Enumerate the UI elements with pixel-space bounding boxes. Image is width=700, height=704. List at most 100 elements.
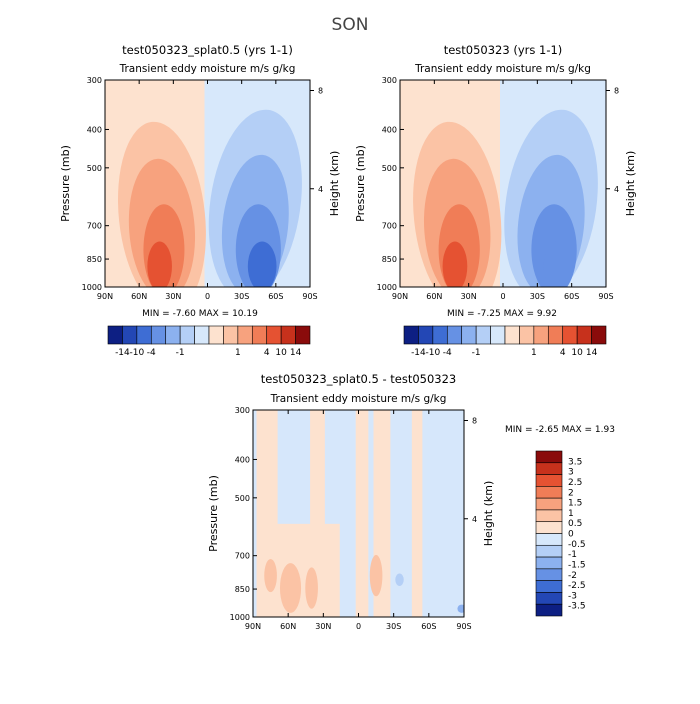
colorbar-label: 4 [560,348,566,358]
colorbar-swatch [295,325,311,345]
x-tick-label: 90N [97,292,113,301]
height-tick-label: 4 [472,515,477,524]
colorbar-label: -14 [115,348,130,358]
figure-title: SON [332,15,369,35]
colorbar-swatch [179,325,195,345]
colorbar-label: 10 [571,348,583,358]
diff-pos-core-4 [369,554,383,597]
height-tick-label: 4 [614,185,619,194]
y-axis-label: Pressure (mb) [59,145,72,222]
colorbar-swatch [208,325,224,345]
colorbar-label: -4 [443,348,452,358]
colorbar-swatch [535,580,563,593]
colorbar-swatch [562,325,578,345]
x-tick-label: 60N [426,292,442,301]
diff-positive-band-3 [355,410,369,617]
y-tick-label: 500 [87,164,102,173]
y-tick-label: 500 [382,164,397,173]
colorbar-label: 1 [235,348,241,358]
y-tick-label: 1000 [230,613,250,622]
colorbar-swatch [432,325,448,345]
y-tick-label: 850 [87,255,102,264]
colorbar-swatch [535,568,563,581]
colorbar-label: 1 [531,348,537,358]
colorbar-label: -1.5 [568,560,586,570]
colorbar-swatch [519,325,535,345]
colorbar-label: 2 [568,488,574,498]
min-max-stats: MIN = -7.60 MAX = 10.19 [142,309,258,319]
min-max-stats: MIN = -2.65 MAX = 1.93 [505,425,615,435]
colorbar-label: -0.5 [568,540,586,550]
y-tick-label: 400 [87,125,102,134]
y-tick-label: 850 [382,255,397,264]
colorbar-swatch [194,325,210,345]
colorbar-label: 3.5 [568,457,582,467]
colorbar-label: 14 [586,348,598,358]
min-max-stats: MIN = -7.25 MAX = 9.92 [447,309,557,319]
y-tick-label: 850 [235,585,250,594]
x-tick-label: 90S [302,292,317,301]
y-axis-label: Pressure (mb) [354,145,367,222]
contour-pos-4 [442,241,468,287]
height-tick-label: 4 [318,185,323,194]
panel-subtitle: Transient eddy moisture m/s g/kg [270,393,447,405]
colorbar-swatch [504,325,520,345]
panel-subtitle: Transient eddy moisture m/s g/kg [414,63,591,75]
colorbar-label: 3 [568,468,574,478]
colorbar-label: -10 [426,348,441,358]
diff-pos-core-3 [264,559,277,593]
colorbar-label: -14 [411,348,426,358]
height-tick-label: 8 [472,417,477,426]
y-tick-label: 1000 [82,283,102,292]
field [105,80,310,287]
x-tick-label: 30N [165,292,181,301]
colorbar-swatch [475,325,491,345]
colorbar-swatch [535,521,563,534]
y-tick-label: 700 [382,222,397,231]
diff-positive-band-5 [411,410,423,617]
colorbar-swatch [418,325,434,345]
x-tick-label: 90N [245,622,261,631]
x-tick-label: 60N [280,622,296,631]
x-tick-label: 60S [268,292,283,301]
field [400,80,606,287]
colorbar-swatch [535,486,563,499]
diff-neg-core-1 [395,573,404,586]
colorbar-swatch [461,325,477,345]
colorbar-swatch [237,325,253,345]
colorbar-label: 0.5 [568,519,582,529]
colorbar-swatch [266,325,282,345]
colorbar-swatch [136,325,152,345]
colorbar-swatch [535,509,563,523]
colorbar-swatch [533,325,549,345]
y-tick-label: 700 [235,552,250,561]
y-tick-label: 700 [87,222,102,231]
colorbar-swatch [150,325,167,345]
panel-subtitle: Transient eddy moisture m/s g/kg [119,63,296,75]
colorbar-swatch [107,325,123,345]
colorbar-swatch [446,325,463,345]
colorbar-swatch [535,556,563,570]
height-axis-label: Height (km) [624,151,637,217]
colorbar-swatch [535,544,563,558]
y-tick-label: 300 [235,406,250,415]
height-axis-label: Height (km) [328,151,341,217]
colorbar-swatch [535,533,563,546]
contour-neg-4 [543,241,573,287]
panel-title: test050323_splat0.5 - test050323 [261,372,457,386]
colorbar-swatch [251,325,268,345]
field [253,410,464,617]
colorbar-swatch [591,325,607,345]
y-tick-label: 1000 [377,283,397,292]
x-tick-label: 30S [386,622,401,631]
chart-panel-2: 90N 60N 30N 0 30S 60S 90S 300 400 500 700 850 1000 8 4… [354,43,637,358]
colorbar-label: 1.5 [568,499,582,509]
colorbar-swatch [490,325,506,345]
x-tick-label: 30S [530,292,545,301]
colorbar-swatch [403,325,419,345]
colorbar-label: -1 [176,348,185,358]
height-axis-label: Height (km) [482,481,495,547]
colorbar-label: 2.5 [568,478,582,488]
colorbar-label: 0 [568,530,574,540]
